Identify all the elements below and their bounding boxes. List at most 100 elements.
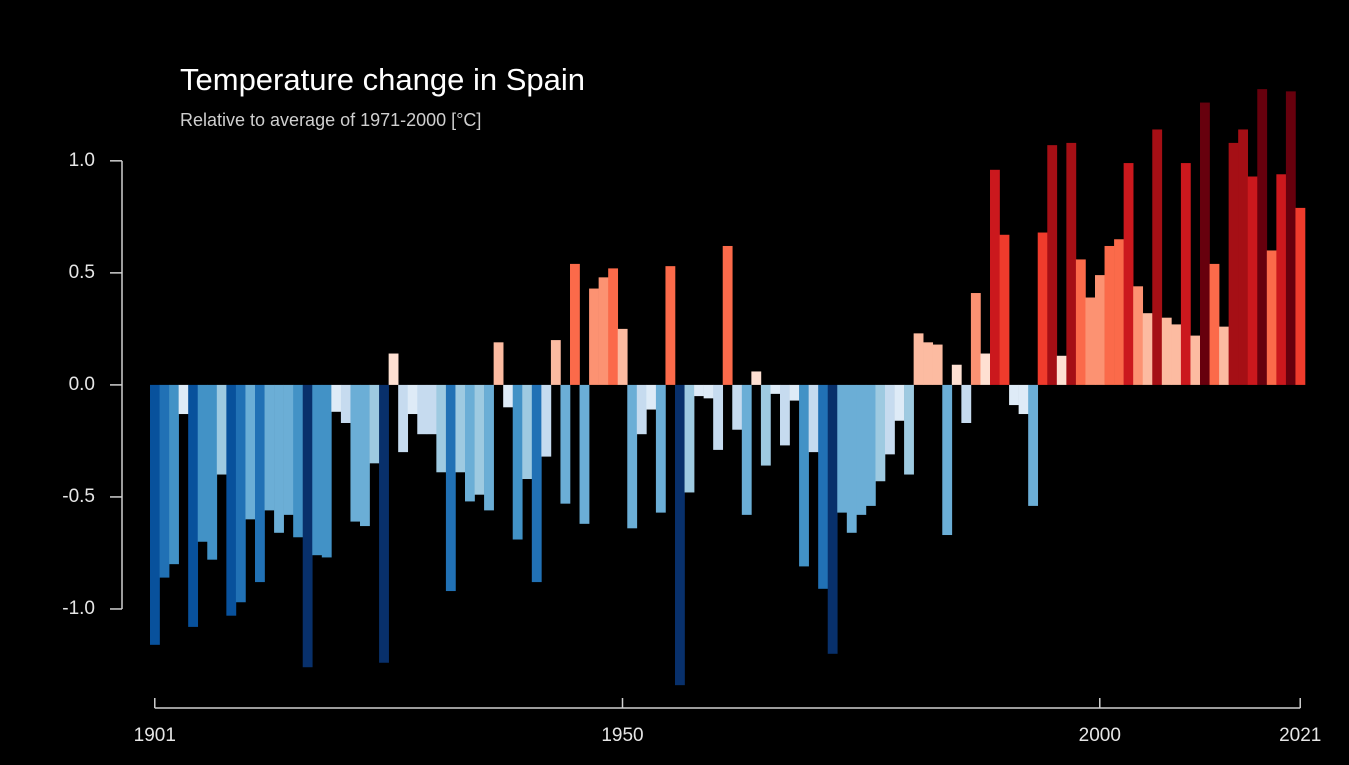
bar: [1266, 250, 1277, 385]
bar: [321, 384, 332, 558]
bar: [684, 384, 695, 493]
bar: [904, 384, 914, 475]
bar: [999, 234, 1010, 385]
x-tick-label: 2000: [1079, 725, 1121, 746]
bar: [617, 328, 628, 385]
bar: [407, 384, 418, 415]
bar: [780, 384, 790, 446]
bar: [503, 384, 514, 408]
bar: [722, 245, 733, 385]
bar: [1142, 313, 1153, 385]
bar: [512, 384, 523, 540]
bar: [1238, 129, 1249, 385]
bar: [541, 384, 552, 457]
bar: [694, 384, 704, 397]
bar: [942, 384, 953, 536]
bar: [741, 384, 752, 515]
bar: [1161, 317, 1172, 385]
bar: [465, 384, 475, 502]
bar: [751, 371, 762, 385]
bar: [150, 384, 160, 645]
bar: [1228, 142, 1239, 385]
x-tick-label: 1901: [134, 725, 176, 746]
bar: [1200, 102, 1210, 385]
bar: [455, 384, 466, 473]
bar: [990, 169, 1000, 385]
bar: [169, 384, 179, 565]
bar: [474, 384, 485, 495]
bar: [1209, 263, 1220, 385]
bar: [608, 268, 619, 385]
bar: [646, 384, 657, 410]
bar: [1180, 163, 1191, 385]
bar: [827, 384, 838, 654]
y-tick-label: -0.5: [62, 486, 95, 507]
bar: [178, 384, 189, 415]
y-tick-label: -1.0: [62, 598, 95, 619]
bar: [589, 288, 599, 385]
bar: [703, 384, 714, 399]
bar: [1114, 239, 1124, 385]
bar: [961, 384, 972, 423]
bar: [369, 384, 380, 464]
bar: [1104, 245, 1115, 385]
bar: [951, 364, 962, 385]
bar: [235, 384, 246, 603]
bar: [484, 384, 494, 511]
bar: [1171, 324, 1182, 385]
bar: [1257, 89, 1268, 385]
bar: [636, 384, 647, 435]
bar: [1133, 286, 1144, 385]
bar: [226, 384, 237, 616]
bar: [1009, 384, 1019, 406]
bar: [760, 384, 771, 466]
bar: [865, 384, 876, 506]
y-tick-label: 1.0: [69, 150, 95, 171]
bar: [531, 384, 542, 583]
bar: [245, 384, 256, 520]
bar: [627, 384, 638, 529]
bar: [1075, 259, 1086, 385]
bar: [550, 340, 561, 385]
bar: [1276, 174, 1287, 385]
bar: [360, 384, 370, 527]
bar: [885, 384, 895, 455]
bar: [799, 384, 809, 567]
x-tick-label: 1950: [601, 725, 643, 746]
bar: [1295, 207, 1306, 385]
bar: [1047, 145, 1058, 385]
bar: [388, 353, 399, 385]
bar: [1066, 142, 1077, 385]
bar: [732, 384, 743, 430]
y-tick-label: 0.5: [69, 262, 95, 283]
bar: [980, 353, 991, 385]
bar: [1018, 384, 1029, 415]
bar: [159, 384, 170, 578]
bar: [1056, 355, 1067, 385]
bar: [255, 384, 265, 583]
bar: [274, 384, 284, 533]
bar: [493, 342, 504, 385]
bar: [675, 384, 685, 686]
bar: [570, 263, 580, 385]
bar: [1085, 297, 1096, 385]
bar: [856, 384, 867, 515]
bar: [331, 384, 342, 412]
bar: [426, 384, 437, 435]
bar: [846, 384, 857, 533]
bar: [1028, 384, 1039, 506]
bar: [837, 384, 848, 513]
bar: [1123, 163, 1134, 385]
bar: [808, 384, 819, 453]
bar: [445, 384, 456, 592]
bar: [1219, 326, 1229, 385]
bar: [1190, 335, 1201, 385]
bar: [770, 384, 781, 394]
bar: [283, 384, 294, 515]
bar: [417, 384, 428, 435]
bar: [522, 384, 533, 480]
bar: [713, 384, 724, 450]
bar: [875, 384, 886, 482]
